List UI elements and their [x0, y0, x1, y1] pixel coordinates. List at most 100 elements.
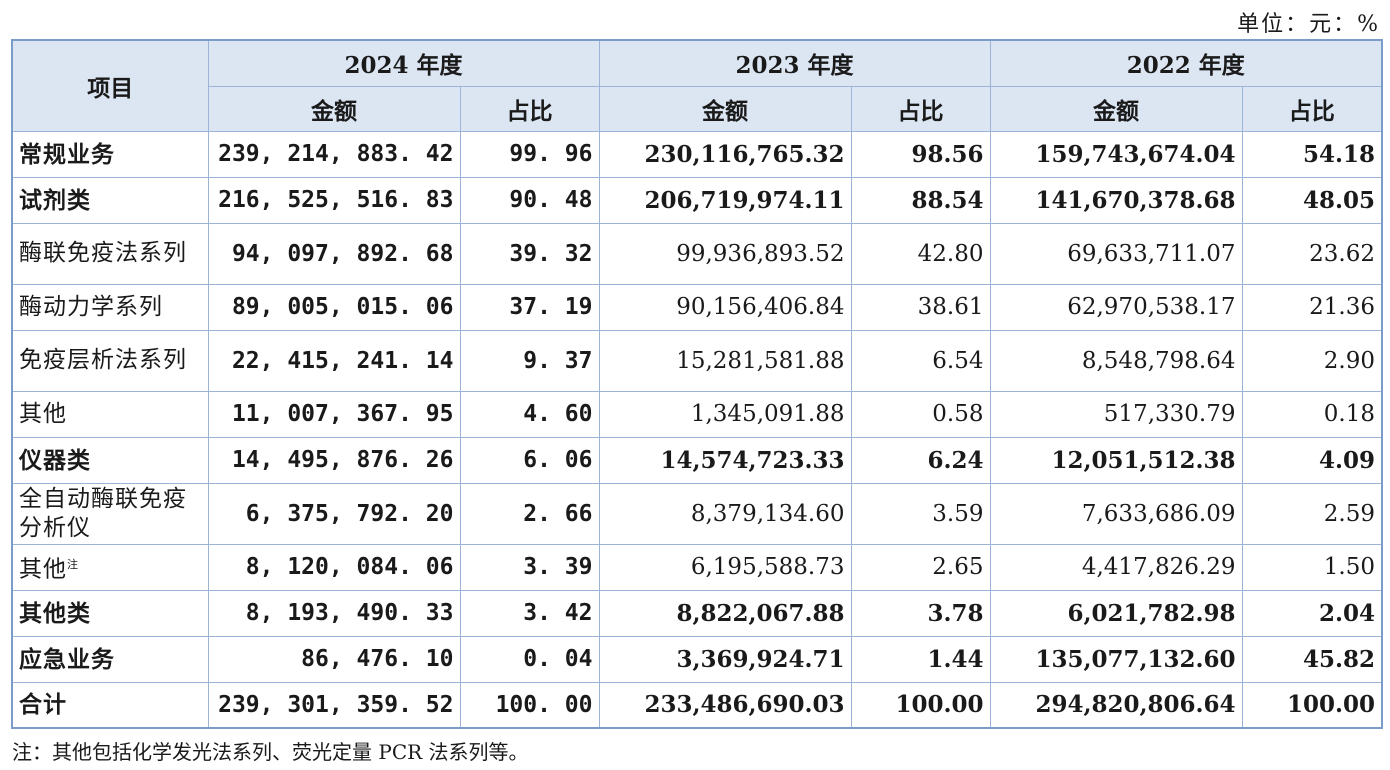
cell-ratio-2023: 42.80	[850, 222, 991, 285]
cell-ratio-2022: 0.18	[1241, 390, 1383, 438]
row-label-text: 常规业务	[19, 140, 115, 168]
cell-amount-2024: 89, 005, 015. 06	[207, 283, 461, 331]
cell-amount-2024: 216, 525, 516. 83	[207, 176, 461, 224]
row-label-text: 试剂类	[19, 186, 91, 214]
cell-ratio-2023: 100.00	[850, 681, 991, 729]
cell-ratio-2023: 2.65	[850, 543, 991, 591]
table-row: 仪器类 14, 495, 876. 26 6. 06 14,574,723.33 6.2…	[11, 436, 1383, 484]
row-label: 仪器类	[11, 436, 209, 484]
table-row: 其他注 8, 120, 084. 06 3. 39 6,195,588.73 2.65 4…	[11, 543, 1383, 591]
cell-ratio-2024: 4. 60	[459, 390, 600, 438]
table-row: 酶联免疫法系列 94, 097, 892. 68 39. 32 99,936,893.…	[11, 222, 1383, 285]
cell-amount-2022: 141,670,378.68	[989, 176, 1243, 224]
cell-amount-2023: 90,156,406.84	[598, 283, 852, 331]
table-row: 其他类 8, 193, 490. 33 3. 42 8,822,067.88 3.78 6…	[11, 589, 1383, 637]
cell-amount-2022: 294,820,806.64	[989, 681, 1243, 729]
cell-amount-2023: 8,822,067.88	[598, 589, 852, 637]
cell-ratio-2022: 2.90	[1241, 329, 1383, 392]
cell-ratio-2023: 6.54	[850, 329, 991, 392]
cell-ratio-2023: 88.54	[850, 176, 991, 224]
row-label: 免疫层析法系列	[11, 329, 209, 392]
cell-ratio-2024: 2. 66	[459, 482, 600, 545]
row-label-text: 酶联免疫法系列	[19, 240, 187, 266]
cell-amount-2022: 12,051,512.38	[989, 436, 1243, 484]
row-label: 常规业务	[11, 130, 209, 178]
row-label: 其他	[11, 390, 209, 438]
revenue-table: 项目 2024 年度 2023 年度 2022 年度 金额 占比 金额 占比 金…	[11, 39, 1383, 729]
cell-ratio-2023: 38.61	[850, 283, 991, 331]
cell-amount-2022: 159,743,674.04	[989, 130, 1243, 178]
cell-amount-2024: 22, 415, 241. 14	[207, 329, 461, 392]
row-label: 酶动力学系列	[11, 283, 209, 331]
cell-ratio-2022: 23.62	[1241, 222, 1383, 285]
row-label-text: 全自动酶联免疫分析仪	[19, 485, 187, 541]
table-row: 合计 239, 301, 359. 52 100. 00 233,486,690.03…	[11, 681, 1383, 729]
cell-amount-2023: 6,195,588.73	[598, 543, 852, 591]
table-body: 常规业务 239, 214, 883. 42 99. 96 230,116,765.3…	[11, 130, 1383, 729]
cell-ratio-2022: 4.09	[1241, 436, 1383, 484]
cell-ratio-2022: 21.36	[1241, 283, 1383, 331]
cell-amount-2024: 11, 007, 367. 95	[207, 390, 461, 438]
cell-amount-2022: 517,330.79	[989, 390, 1243, 438]
header-ratio: 占比	[1241, 85, 1383, 132]
cell-ratio-2024: 90. 48	[459, 176, 600, 224]
cell-amount-2023: 99,936,893.52	[598, 222, 852, 285]
row-label-text: 仪器类	[19, 446, 91, 474]
header-row-years: 项目 2024 年度 2023 年度 2022 年度	[11, 39, 1383, 132]
row-label: 酶联免疫法系列	[11, 222, 209, 285]
cell-ratio-2022: 100.00	[1241, 681, 1383, 729]
row-label-text: 其他类	[19, 599, 91, 627]
table-row: 应急业务 86, 476. 10 0. 04 3,369,924.71 1.44 135,…	[11, 635, 1383, 683]
cell-amount-2024: 239, 301, 359. 52	[207, 681, 461, 729]
cell-ratio-2024: 0. 04	[459, 635, 600, 683]
cell-amount-2023: 230,116,765.32	[598, 130, 852, 178]
unit-label: 单位：元：%	[1237, 12, 1380, 37]
cell-amount-2024: 6, 375, 792. 20	[207, 482, 461, 545]
row-label: 其他类	[11, 589, 209, 637]
cell-ratio-2023: 1.44	[850, 635, 991, 683]
cell-amount-2022: 6,021,782.98	[989, 589, 1243, 637]
cell-amount-2024: 94, 097, 892. 68	[207, 222, 461, 285]
header-ratio: 占比	[459, 85, 600, 132]
row-label-text: 其他	[19, 556, 67, 583]
header-row-sub: 金额 占比 金额 占比 金额 占比	[12, 85, 1383, 132]
cell-ratio-2024: 39. 32	[459, 222, 600, 285]
cell-ratio-2024: 99. 96	[459, 130, 600, 178]
table-row: 常规业务 239, 214, 883. 42 99. 96 230,116,765.3…	[11, 130, 1383, 178]
row-label-text: 合计	[19, 691, 67, 719]
row-label-text: 应急业务	[19, 645, 115, 673]
table-row: 其他 11, 007, 367. 95 4. 60 1,345,091.88 0.58 5…	[11, 390, 1383, 438]
cell-ratio-2022: 48.05	[1241, 176, 1383, 224]
row-label-text: 酶动力学系列	[19, 293, 163, 320]
row-label: 试剂类	[11, 176, 209, 224]
table-row: 免疫层析法系列 22, 415, 241. 14 9. 37 15,281,581.8…	[11, 329, 1383, 392]
cell-ratio-2022: 54.18	[1241, 130, 1383, 178]
cell-ratio-2023: 98.56	[850, 130, 991, 178]
table-row: 全自动酶联免疫分析仪 6, 375, 792. 20 2. 66 8,379,134.…	[11, 482, 1383, 545]
row-label: 应急业务	[11, 635, 209, 683]
header-year-2023: 2023 年度	[598, 39, 991, 87]
cell-amount-2022: 8,548,798.64	[989, 329, 1243, 392]
cell-amount-2024: 239, 214, 883. 42	[207, 130, 461, 178]
cell-amount-2023: 233,486,690.03	[598, 681, 852, 729]
cell-amount-2022: 135,077,132.60	[989, 635, 1243, 683]
cell-amount-2023: 15,281,581.88	[598, 329, 852, 392]
cell-amount-2023: 3,369,924.71	[598, 635, 852, 683]
cell-amount-2024: 8, 120, 084. 06	[207, 543, 461, 591]
cell-amount-2022: 69,633,711.07	[989, 222, 1243, 285]
cell-amount-2024: 86, 476. 10	[207, 635, 461, 683]
row-label: 全自动酶联免疫分析仪	[11, 482, 209, 545]
cell-amount-2024: 8, 193, 490. 33	[207, 589, 461, 637]
footnote-marker: 注	[67, 557, 79, 571]
cell-amount-2022: 4,417,826.29	[989, 543, 1243, 591]
cell-ratio-2022: 45.82	[1241, 635, 1383, 683]
header-amount: 金额	[989, 85, 1243, 132]
row-label-text: 其他	[19, 400, 67, 427]
cell-amount-2023: 8,379,134.60	[598, 482, 852, 545]
cell-ratio-2024: 6. 06	[459, 436, 600, 484]
cell-ratio-2024: 100. 00	[459, 681, 600, 729]
table-row: 酶动力学系列 89, 005, 015. 06 37. 19 90,156,406.8…	[11, 283, 1383, 331]
header-year-2022: 2022 年度	[989, 39, 1383, 87]
header-amount: 金额	[598, 85, 852, 132]
cell-amount-2024: 14, 495, 876. 26	[207, 436, 461, 484]
